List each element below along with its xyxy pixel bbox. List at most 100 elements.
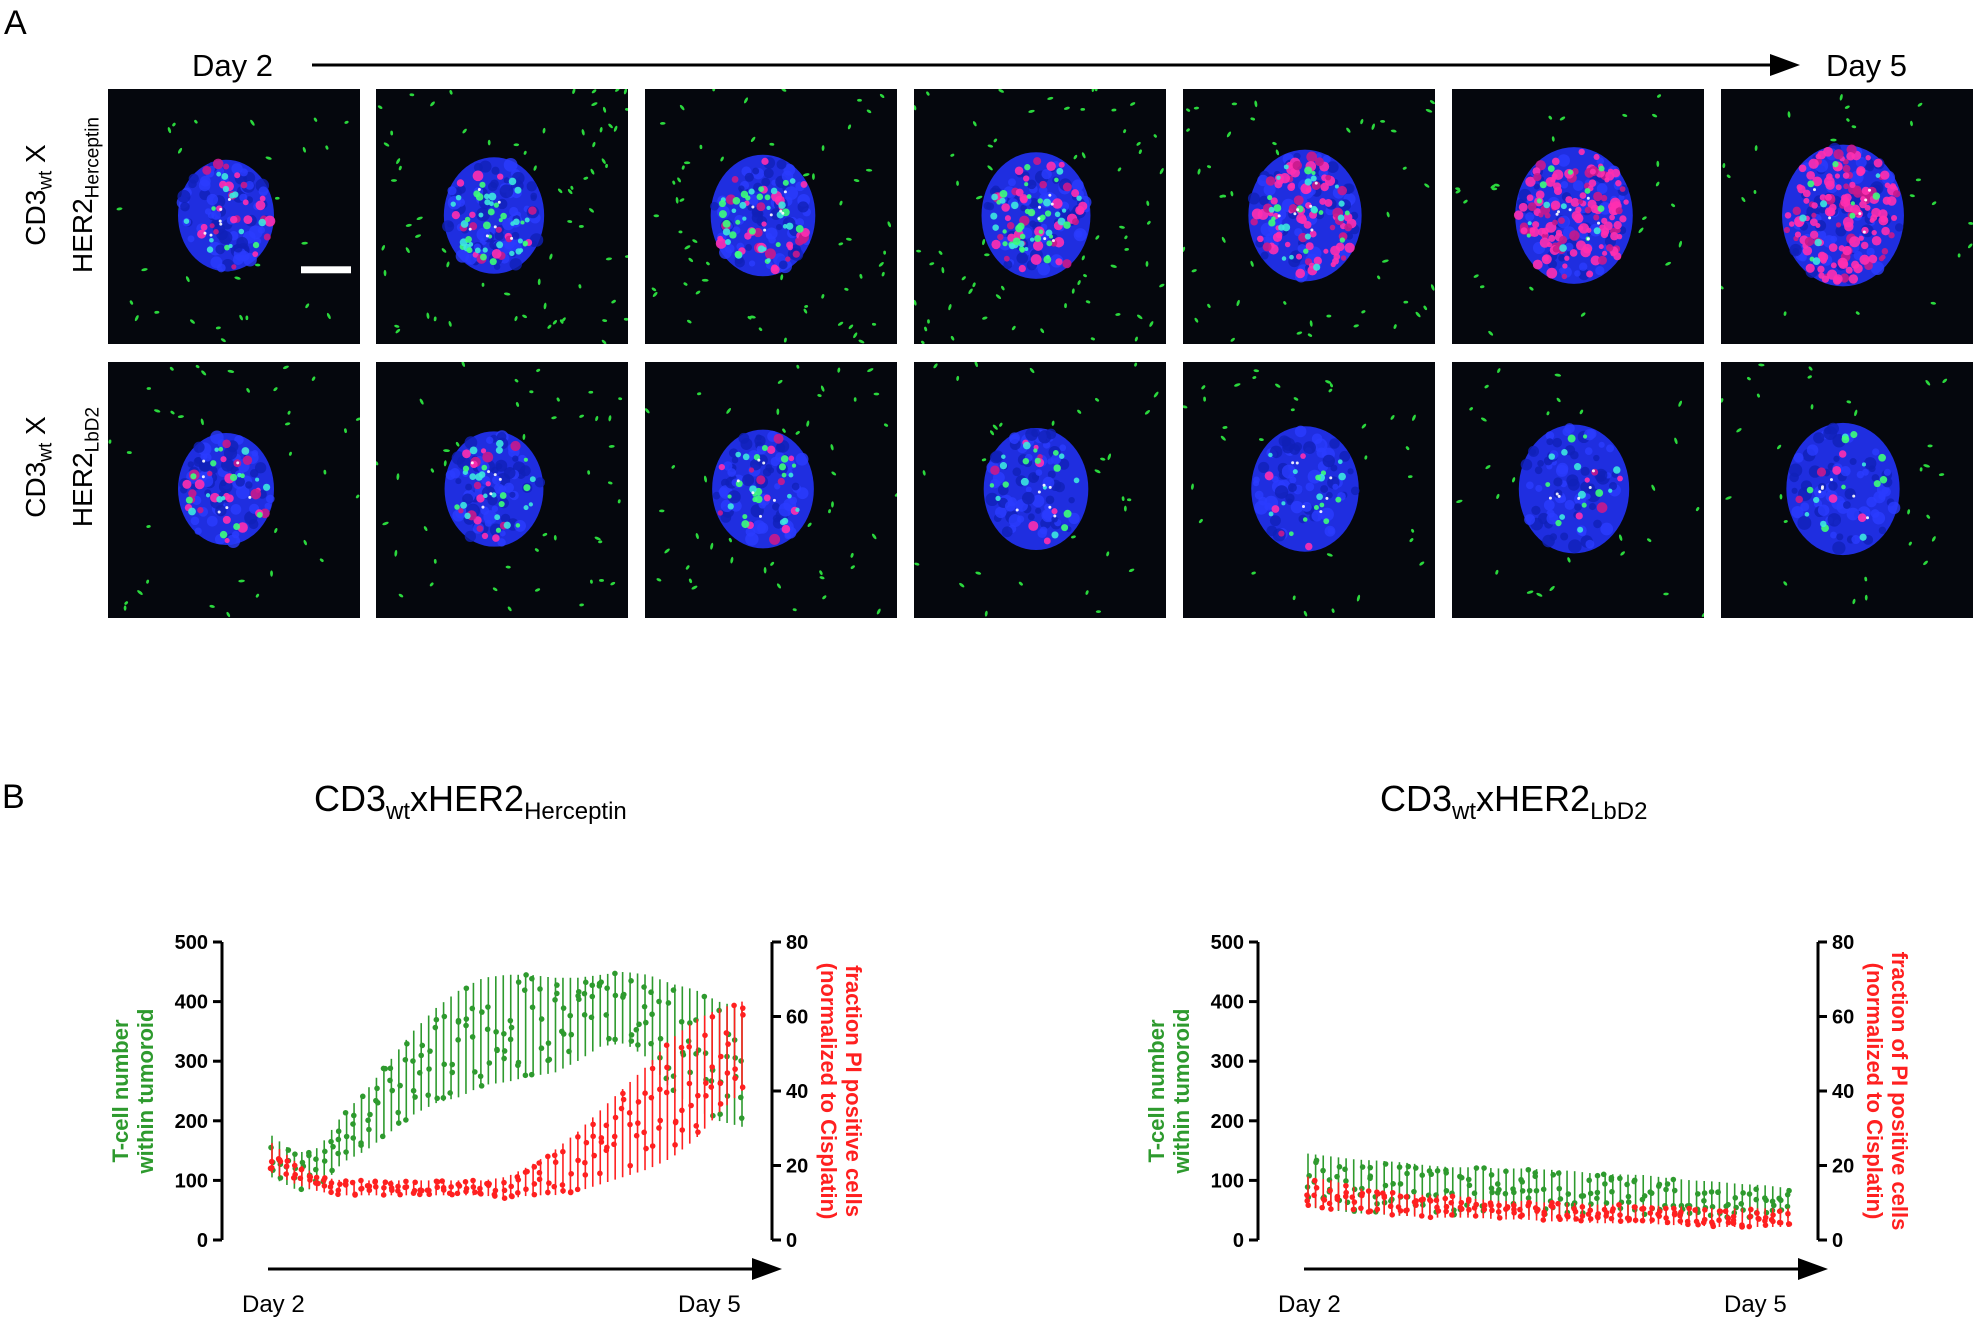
data-point — [358, 1140, 364, 1146]
data-point — [1466, 1182, 1473, 1189]
data-point — [351, 1112, 357, 1119]
data-point — [574, 1186, 581, 1193]
data-point — [738, 1058, 744, 1064]
data-point — [672, 1118, 679, 1125]
data-point — [628, 1032, 635, 1038]
microscopy-tile — [1452, 362, 1704, 618]
data-point — [1525, 1202, 1531, 1209]
data-point — [1532, 1173, 1539, 1180]
microscopy-tile — [645, 362, 897, 618]
data-point — [379, 1133, 386, 1140]
data-point — [478, 1083, 485, 1089]
data-point — [641, 1003, 648, 1010]
data-point — [1397, 1181, 1404, 1187]
data-point — [536, 1169, 543, 1176]
data-point — [373, 1097, 379, 1104]
microscopy-image — [376, 362, 623, 612]
data-point — [1588, 1201, 1594, 1207]
data-point — [1351, 1199, 1358, 1205]
data-point — [364, 1182, 371, 1189]
data-point — [1756, 1216, 1762, 1222]
data-point — [1382, 1182, 1389, 1189]
data-point — [410, 1087, 417, 1094]
data-point — [470, 1184, 477, 1190]
data-point — [529, 1004, 536, 1011]
microscopy-tile — [1721, 362, 1973, 618]
data-point — [403, 1117, 409, 1123]
data-point — [313, 1166, 319, 1173]
data-point — [588, 1014, 595, 1021]
data-point — [1443, 1170, 1450, 1176]
data-point — [1449, 1212, 1455, 1218]
data-point — [693, 1123, 700, 1129]
data-point — [1746, 1223, 1753, 1230]
data-point — [455, 1019, 462, 1025]
data-point — [1349, 1194, 1356, 1200]
data-point — [1396, 1164, 1403, 1170]
data-point — [1433, 1197, 1440, 1204]
data-point — [1664, 1181, 1671, 1187]
data-point — [1343, 1182, 1349, 1189]
time-arrow-head — [752, 1258, 782, 1280]
data-point — [454, 1190, 461, 1197]
data-point — [412, 1179, 418, 1186]
data-point — [702, 1050, 709, 1056]
data-point — [299, 1159, 306, 1166]
left-ylabel: T-cell numberwithin tumoroid — [108, 1009, 158, 1175]
data-point — [1770, 1218, 1776, 1225]
microscopy-tile — [914, 89, 1166, 344]
data-point — [1472, 1213, 1479, 1219]
data-point — [582, 1159, 588, 1166]
data-point — [1540, 1186, 1547, 1193]
data-point — [688, 1102, 694, 1109]
data-point — [1586, 1177, 1592, 1184]
data-point — [515, 979, 522, 985]
data-point — [1640, 1205, 1647, 1212]
data-point — [678, 1018, 685, 1025]
data-point — [1481, 1206, 1488, 1213]
data-point — [1471, 1190, 1478, 1197]
data-point — [1465, 1176, 1472, 1183]
data-point — [1519, 1212, 1525, 1218]
data-point — [1541, 1209, 1548, 1216]
data-point — [508, 1024, 515, 1031]
data-point — [441, 1013, 448, 1020]
data-point — [1600, 1171, 1607, 1178]
data-point — [352, 1191, 358, 1198]
data-point — [380, 1065, 387, 1072]
data-point — [290, 1174, 297, 1181]
series-pi — [1304, 1176, 1793, 1230]
data-point — [469, 1005, 476, 1012]
right-tick-label: 40 — [786, 1081, 808, 1103]
data-point — [367, 1111, 373, 1118]
data-point — [1411, 1188, 1417, 1195]
data-point — [395, 1109, 401, 1116]
data-point — [350, 1135, 357, 1141]
data-point — [313, 1156, 319, 1163]
data-point — [1730, 1213, 1737, 1220]
data-point — [1686, 1205, 1692, 1212]
data-point — [1365, 1209, 1372, 1215]
data-point — [501, 1055, 507, 1062]
data-point — [664, 1064, 670, 1071]
data-point — [1389, 1189, 1396, 1196]
data-point — [1579, 1213, 1586, 1219]
data-point — [598, 1135, 605, 1141]
data-point — [440, 1095, 447, 1101]
data-point — [1587, 1216, 1594, 1222]
data-point — [1594, 1189, 1601, 1196]
data-point — [292, 1151, 298, 1157]
data-point — [1656, 1213, 1663, 1219]
data-point — [1511, 1202, 1517, 1209]
data-point — [335, 1128, 342, 1135]
data-point — [486, 1181, 492, 1187]
data-point — [484, 1026, 491, 1033]
data-point — [1710, 1223, 1717, 1230]
data-point — [633, 1132, 640, 1139]
data-point — [1722, 1208, 1729, 1215]
data-point — [717, 1080, 724, 1087]
data-point — [330, 1143, 336, 1150]
data-point — [419, 1042, 426, 1049]
right-tick-label: 20 — [786, 1156, 808, 1178]
data-point — [575, 1134, 581, 1140]
